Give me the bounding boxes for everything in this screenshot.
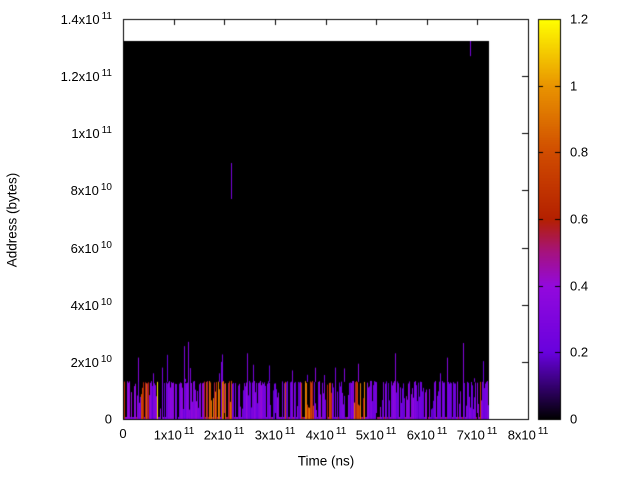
y-tick-label: 0 <box>104 411 112 427</box>
colorbar-tick-label: 0.8 <box>570 144 589 160</box>
y-tick-label: 1x10 11 <box>71 124 112 142</box>
y-axis-title: Address (bytes) <box>4 172 20 268</box>
y-tick-label: 8x10 10 <box>70 181 112 199</box>
x-tick-label: 0 <box>119 426 127 441</box>
x-tick-label: 1x10 11 <box>153 426 195 443</box>
colorbar-tick-label: 1.2 <box>570 11 589 27</box>
y-tick-label: 4x10 10 <box>70 296 112 314</box>
x-tick-label: 3x10 11 <box>254 426 296 443</box>
x-tick-label: 5x10 11 <box>355 426 397 443</box>
y-tick-label: 2x10 10 <box>70 353 112 371</box>
colorbar-tick-label: 1 <box>570 78 578 94</box>
x-tick-label: 6x10 11 <box>406 426 448 443</box>
x-tick-label: 2x10 11 <box>203 426 245 443</box>
colorbar-tick-label: 0.6 <box>570 211 589 227</box>
x-tick-label: 4x10 11 <box>305 426 347 443</box>
y-tick-label: 1.4x10 11 <box>60 10 112 28</box>
y-tick-label: 1.2x10 11 <box>60 67 112 85</box>
y-tick-label: 6x10 10 <box>70 239 112 257</box>
x-axis-title: Time (ns) <box>297 453 355 469</box>
x-tick-label: 7x10 11 <box>456 426 498 443</box>
colorbar-tick-label: 0 <box>570 411 578 427</box>
x-tick-label: 8x10 11 <box>507 426 549 443</box>
colorbar-tick-label: 0.4 <box>570 278 589 294</box>
colorbar-tick-label: 0.2 <box>570 344 589 360</box>
